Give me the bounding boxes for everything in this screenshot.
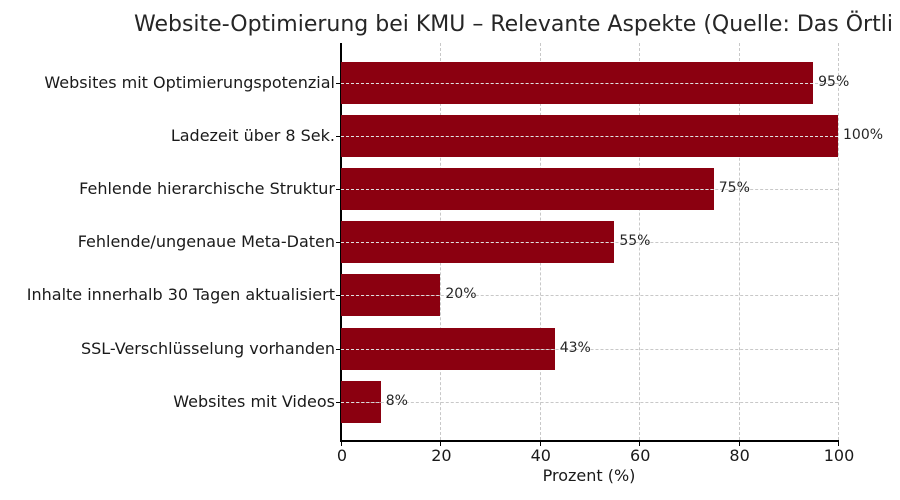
y-tick-mark xyxy=(336,401,341,403)
category-label: Ladezeit über 8 Sek. xyxy=(170,126,335,146)
vertical-gridline xyxy=(639,43,641,440)
value-label: 95% xyxy=(818,74,850,90)
y-tick-mark xyxy=(336,242,341,244)
y-tick-mark xyxy=(336,348,341,350)
value-label: 75% xyxy=(718,180,750,197)
horizontal-gridline-over-bar xyxy=(341,136,838,138)
horizontal-gridline-over-bar xyxy=(341,189,714,191)
horizontal-gridline xyxy=(341,136,838,138)
x-tick-label: 20 xyxy=(431,446,452,465)
category-label: Websites mit Videos xyxy=(173,391,335,411)
y-tick-mark xyxy=(336,83,341,84)
horizontal-gridline xyxy=(341,401,838,403)
value-label: 55% xyxy=(619,233,651,250)
chart-title: Website-Optimierung bei KMU – Relevante … xyxy=(134,12,893,37)
y-axis-line xyxy=(340,43,342,442)
value-label: 100% xyxy=(843,127,884,144)
x-tick-mark xyxy=(539,441,541,446)
x-tick-label: 100 xyxy=(823,446,855,465)
value-label: 43% xyxy=(559,339,591,356)
x-axis-label: Prozent (%) xyxy=(542,466,636,485)
horizontal-gridline-over-bar xyxy=(341,242,615,244)
x-tick-mark xyxy=(738,441,740,446)
value-label: 8% xyxy=(385,392,408,409)
x-tick-label: 60 xyxy=(630,446,651,465)
category-label: Inhalte innerhalb 30 Tagen aktualisiert xyxy=(26,285,335,305)
value-label: 20% xyxy=(445,286,477,303)
horizontal-gridline xyxy=(341,295,838,297)
x-tick-label: 80 xyxy=(729,446,750,465)
horizontal-gridline xyxy=(341,348,838,350)
horizontal-gridline xyxy=(341,242,838,244)
vertical-gridline xyxy=(838,43,839,440)
x-tick-mark xyxy=(838,441,839,446)
horizontal-gridline-over-bar xyxy=(341,348,555,350)
x-tick-mark xyxy=(440,441,442,446)
vertical-gridline xyxy=(738,43,740,440)
category-label: SSL-Verschlüsselung vorhanden xyxy=(80,338,335,358)
horizontal-gridline-over-bar xyxy=(341,83,814,84)
category-label: Fehlende/ungenaue Meta-Daten xyxy=(77,232,335,252)
category-label: Fehlende hierarchische Struktur xyxy=(79,179,335,199)
horizontal-gridline-over-bar xyxy=(341,295,441,297)
horizontal-gridline-over-bar xyxy=(341,401,381,403)
x-tick-mark xyxy=(639,441,641,446)
x-tick-label: 40 xyxy=(530,446,551,465)
y-tick-mark xyxy=(336,189,341,191)
y-tick-mark xyxy=(336,295,341,297)
horizontal-gridline xyxy=(341,83,838,84)
category-label: Websites mit Optimierungspotenzial xyxy=(44,73,335,92)
x-axis-line xyxy=(340,440,839,442)
x-tick-label: 0 xyxy=(336,446,348,465)
x-tick-mark xyxy=(341,441,342,446)
horizontal-gridline xyxy=(341,189,838,191)
y-tick-mark xyxy=(336,136,341,138)
